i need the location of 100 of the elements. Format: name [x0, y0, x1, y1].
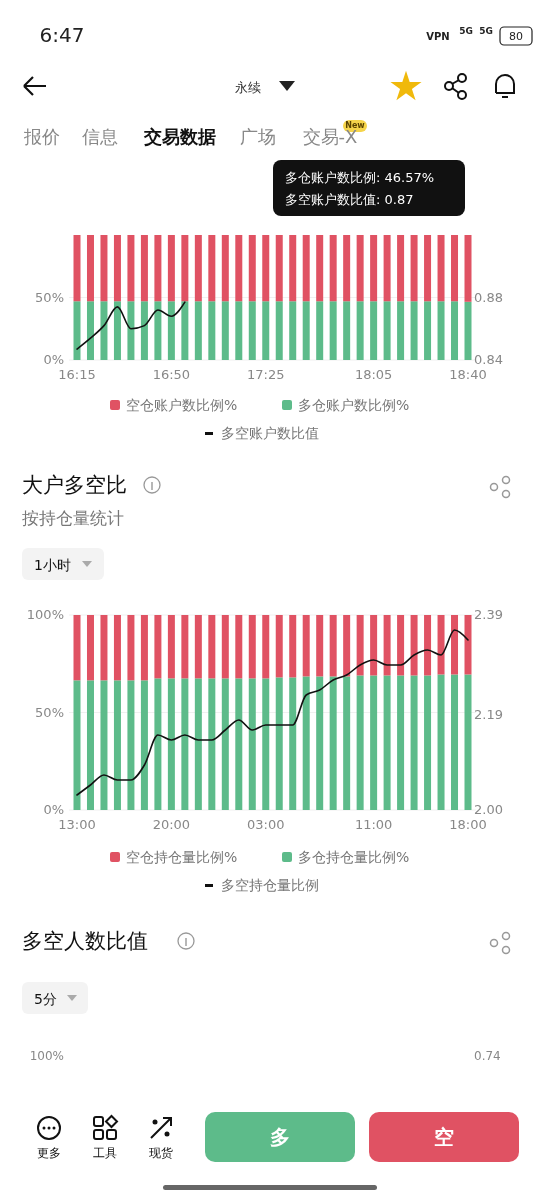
bar [73, 235, 81, 302]
chart-title: 大户多空比 [22, 473, 127, 497]
text: 0.74 [474, 1049, 501, 1063]
text: 5分 [34, 991, 57, 1007]
bar [464, 674, 472, 810]
bar [356, 615, 364, 676]
bar [424, 615, 432, 676]
legend-label: 空仓持仓量比例% [126, 849, 238, 865]
bar [208, 678, 216, 810]
x-tick-label: 03:00 [247, 817, 285, 832]
bar [437, 615, 445, 675]
text: 工具 [93, 1146, 117, 1160]
x-tick-label: 13:00 [58, 817, 96, 832]
legend-label: 空仓账户数比例% [126, 397, 238, 413]
bar [383, 675, 391, 810]
bar [302, 615, 310, 677]
text: 多仓账户数比例: 46.57% [285, 170, 435, 185]
bar [100, 680, 108, 810]
bar [113, 615, 121, 681]
bar [275, 301, 283, 360]
legend-label: 多空账户数比值 [221, 425, 319, 441]
bar [451, 615, 459, 675]
bar [86, 301, 94, 360]
bar [248, 235, 256, 302]
bar [221, 235, 229, 302]
bar [343, 301, 351, 360]
y2-tick-label: 0.84 [474, 352, 503, 367]
x-tick-label: 18:05 [354, 367, 393, 382]
bar [86, 235, 94, 302]
text: 信息 [82, 126, 118, 147]
bar [194, 615, 202, 679]
bar [289, 235, 297, 302]
bar [397, 301, 405, 360]
bar [140, 680, 148, 810]
bar [221, 301, 229, 360]
bar [356, 675, 364, 810]
bar [451, 301, 459, 360]
bar [370, 675, 378, 810]
bar [194, 235, 202, 302]
bar [248, 301, 256, 360]
chart-subtitle: 按持仓量统计 [22, 508, 124, 528]
bar [73, 301, 81, 360]
bar [316, 301, 324, 360]
text: 交易数据 [143, 126, 216, 147]
bar [424, 675, 432, 810]
y-tick-label: 50% [35, 289, 64, 305]
bar [100, 235, 108, 302]
bar [73, 680, 81, 810]
text: 1小时 [34, 557, 71, 573]
bar [154, 235, 162, 302]
y2-tick-label: 2.39 [474, 607, 503, 622]
bar [275, 235, 283, 302]
bar [397, 615, 405, 676]
text: 多空账户数比值: 0.87 [285, 192, 414, 207]
text: 更多 [37, 1146, 61, 1160]
bar [302, 235, 310, 302]
text: 永续 [235, 80, 261, 95]
line-series [76, 301, 186, 350]
bar [221, 678, 229, 810]
text: 6:47 [39, 23, 85, 47]
bar [208, 615, 216, 679]
bar [100, 301, 108, 360]
bar [181, 615, 189, 679]
bar [113, 235, 121, 302]
x-tick-label: 11:00 [354, 817, 393, 832]
y-tick-label: 0% [43, 352, 64, 367]
bar [289, 301, 297, 360]
bar [383, 301, 391, 360]
x-tick-label: 18:00 [449, 817, 487, 832]
bar [424, 301, 432, 360]
bar [316, 615, 324, 677]
bar [127, 680, 135, 810]
legend-label: 多仓持仓量比例% [298, 849, 410, 865]
bar [86, 615, 94, 681]
legend-label: 多仓账户数比例% [298, 397, 410, 413]
bar [140, 235, 148, 302]
line-series [76, 629, 469, 796]
x-tick-label: 17:25 [247, 367, 285, 382]
bar [262, 301, 270, 360]
bar [343, 235, 351, 302]
text: 广场 [240, 126, 276, 147]
text: 现货 [149, 1146, 173, 1160]
text: 报价 [23, 126, 60, 147]
bar [73, 615, 81, 681]
bar [154, 301, 162, 360]
bar [86, 680, 94, 810]
bar [464, 235, 472, 302]
y-tick-label: 100% [26, 607, 64, 622]
bar [410, 301, 418, 360]
bar [329, 235, 337, 302]
y2-tick-label: 2.19 [474, 707, 503, 722]
bar [329, 301, 337, 360]
bar [194, 678, 202, 810]
text: 80 [509, 30, 523, 43]
bar [356, 301, 364, 360]
bar [208, 301, 216, 360]
y-tick-label: 50% [35, 704, 64, 720]
bar [262, 235, 270, 302]
bar [113, 680, 121, 810]
bar [383, 615, 391, 676]
